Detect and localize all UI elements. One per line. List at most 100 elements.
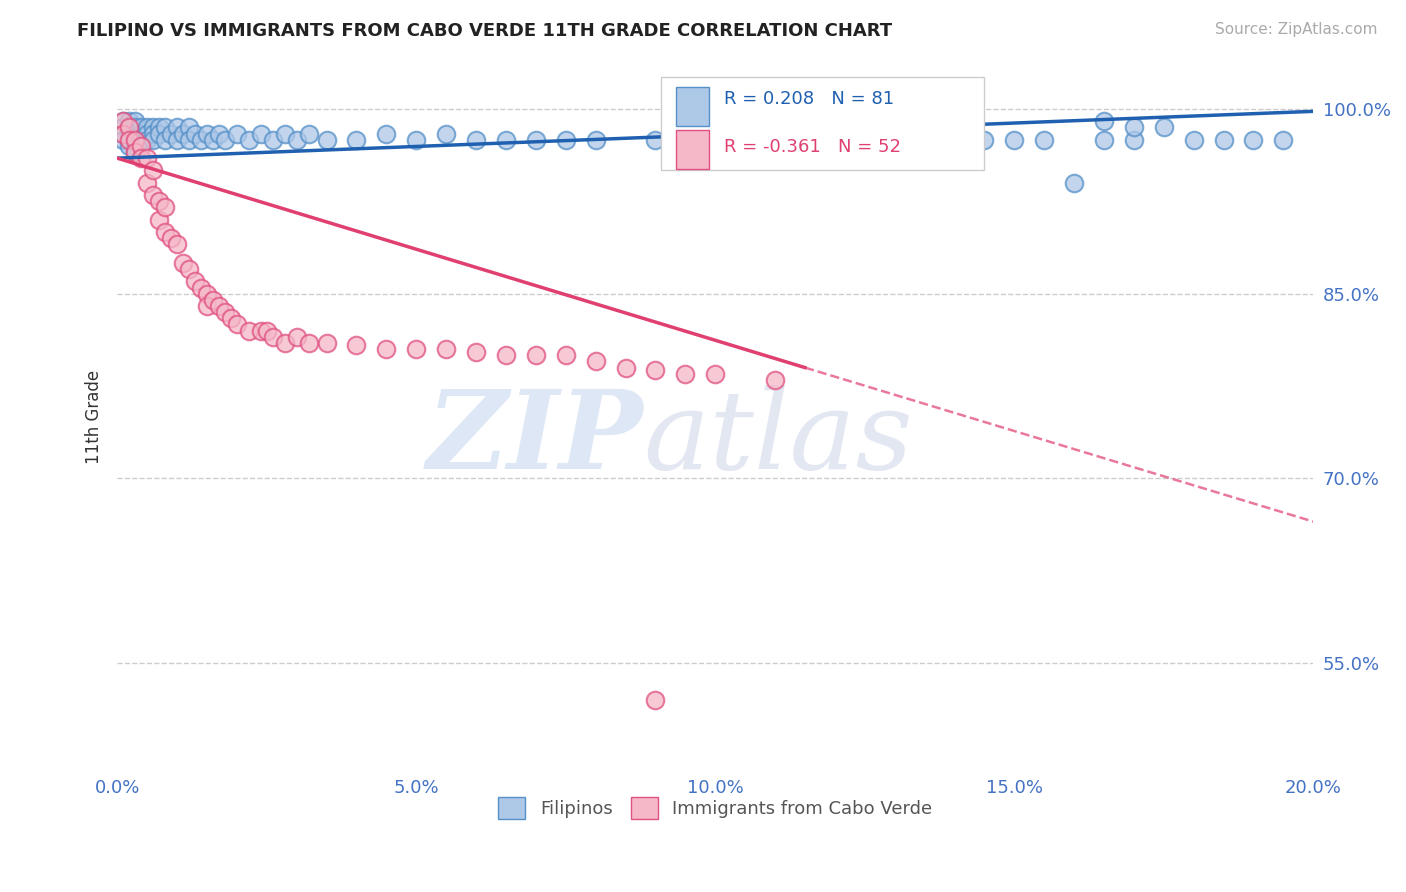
Point: [262, 133, 284, 147]
Point: [315, 133, 337, 147]
Point: [172, 256, 194, 270]
Point: [172, 127, 194, 141]
Bar: [676, 129, 709, 169]
Point: [1063, 176, 1085, 190]
Point: [177, 120, 200, 135]
Point: [256, 324, 278, 338]
Point: [118, 114, 141, 128]
Point: [344, 133, 367, 147]
Text: R = -0.361   N = 52: R = -0.361 N = 52: [724, 138, 901, 156]
Point: [142, 127, 165, 141]
Point: [195, 299, 218, 313]
Point: [129, 120, 152, 135]
Point: [1153, 120, 1175, 135]
Point: [142, 163, 165, 178]
Point: [124, 138, 146, 153]
Point: [124, 114, 146, 128]
Point: [375, 342, 398, 356]
Point: [1002, 133, 1025, 147]
Point: [794, 133, 817, 147]
Point: [136, 151, 159, 165]
Point: [112, 114, 135, 128]
Point: [136, 120, 159, 135]
Point: [160, 127, 183, 141]
Point: [195, 127, 218, 141]
Point: [118, 127, 141, 141]
Point: [297, 127, 319, 141]
Point: [554, 133, 576, 147]
Point: [434, 342, 457, 356]
Point: [585, 354, 607, 368]
Point: [1092, 114, 1115, 128]
Point: [405, 133, 427, 147]
Point: [914, 133, 936, 147]
Point: [112, 127, 135, 141]
Point: [375, 127, 398, 141]
Point: [129, 133, 152, 147]
Point: [136, 176, 159, 190]
Point: [465, 344, 488, 359]
Point: [644, 133, 666, 147]
Point: [124, 133, 146, 147]
Point: [524, 348, 547, 362]
Text: Source: ZipAtlas.com: Source: ZipAtlas.com: [1215, 22, 1378, 37]
Point: [273, 335, 295, 350]
Point: [238, 133, 260, 147]
Point: [177, 262, 200, 277]
Point: [148, 212, 170, 227]
Point: [1122, 133, 1144, 147]
Point: [214, 133, 236, 147]
Point: [1033, 133, 1056, 147]
Point: [142, 120, 165, 135]
Point: [124, 127, 146, 141]
Point: [124, 145, 146, 159]
Point: [153, 225, 176, 239]
Point: [184, 274, 207, 288]
Point: [129, 151, 152, 165]
Point: [142, 188, 165, 202]
Point: [219, 311, 242, 326]
Point: [763, 373, 786, 387]
Point: [118, 138, 141, 153]
Point: [1212, 133, 1234, 147]
Y-axis label: 11th Grade: 11th Grade: [86, 370, 103, 464]
Point: [673, 138, 696, 153]
Point: [673, 367, 696, 381]
Point: [1092, 133, 1115, 147]
Point: [129, 138, 152, 153]
Point: [142, 133, 165, 147]
Point: [405, 342, 427, 356]
Point: [124, 145, 146, 159]
Point: [1243, 133, 1265, 147]
Point: [112, 120, 135, 135]
Point: [495, 133, 517, 147]
Point: [201, 133, 224, 147]
Point: [225, 318, 247, 332]
Point: [153, 120, 176, 135]
Point: [554, 348, 576, 362]
Point: [136, 133, 159, 147]
Point: [1272, 133, 1295, 147]
Point: [824, 133, 846, 147]
Point: [249, 324, 271, 338]
Point: [177, 133, 200, 147]
Point: [1122, 120, 1144, 135]
Point: [208, 299, 231, 313]
Point: [249, 127, 271, 141]
Text: R = 0.208   N = 81: R = 0.208 N = 81: [724, 90, 894, 108]
Point: [208, 127, 231, 141]
Point: [704, 133, 727, 147]
Point: [214, 305, 236, 319]
Point: [118, 133, 141, 147]
Point: [112, 133, 135, 147]
Point: [238, 324, 260, 338]
Point: [495, 348, 517, 362]
FancyBboxPatch shape: [661, 78, 984, 170]
Text: FILIPINO VS IMMIGRANTS FROM CABO VERDE 11TH GRADE CORRELATION CHART: FILIPINO VS IMMIGRANTS FROM CABO VERDE 1…: [77, 22, 893, 40]
Point: [883, 133, 905, 147]
Point: [763, 133, 786, 147]
Point: [190, 280, 212, 294]
Point: [853, 138, 876, 153]
Point: [524, 133, 547, 147]
Point: [285, 330, 308, 344]
